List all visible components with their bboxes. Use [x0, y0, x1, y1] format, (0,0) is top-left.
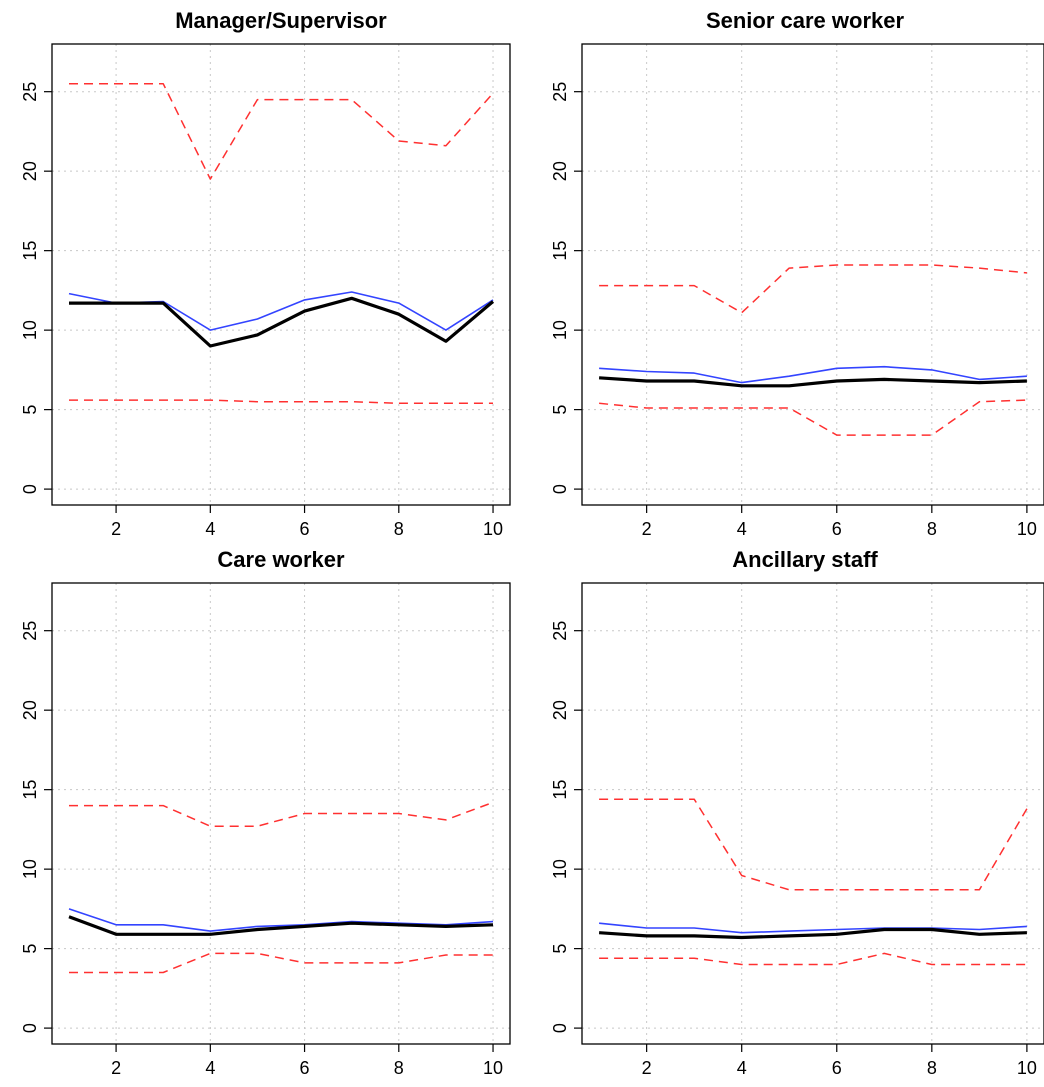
y-tick-label: 0 — [550, 484, 570, 494]
y-tick-label: 25 — [20, 82, 40, 102]
y-tick-label: 15 — [20, 241, 40, 261]
y-tick-label: 15 — [550, 241, 570, 261]
series-line-2 — [69, 399, 493, 405]
plot-frame — [51, 582, 511, 1045]
y-tick-label: 10 — [20, 859, 40, 879]
y-tick-label: 20 — [550, 700, 570, 720]
series-line-1 — [69, 82, 494, 180]
x-tick-label: 4 — [737, 519, 747, 539]
y-tick-label: 0 — [20, 1023, 40, 1033]
plot-frame — [51, 43, 511, 506]
plot-frame — [581, 582, 1044, 1045]
y-tick-label: 10 — [550, 320, 570, 340]
series-line-2 — [599, 952, 1027, 966]
y-tick-label: 25 — [550, 621, 570, 641]
y-tick-label: 5 — [550, 405, 570, 415]
x-tick-label: 10 — [483, 1058, 503, 1078]
y-tick-label: 25 — [550, 82, 570, 102]
y-tick-label: 5 — [20, 405, 40, 415]
series-line-3 — [599, 365, 1027, 384]
series-line-2 — [69, 952, 493, 974]
panel-title: Manager/Supervisor — [175, 8, 387, 33]
series-line-1 — [69, 801, 494, 827]
y-tick-label: 10 — [550, 859, 570, 879]
x-tick-label: 6 — [300, 1058, 310, 1078]
x-tick-label: 8 — [394, 1058, 404, 1078]
chart-panel-3: 2 4 6 8 10 0 5 10 15 20 25 Care worker — [20, 547, 511, 1078]
y-tick-label: 20 — [20, 700, 40, 720]
x-tick-label: 10 — [1017, 1058, 1037, 1078]
panel-title: Ancillary staff — [732, 547, 878, 572]
series-line-1 — [599, 798, 1028, 891]
series-line-1 — [599, 264, 1027, 314]
series-line-2 — [599, 399, 1027, 436]
plot-frame — [581, 43, 1044, 506]
y-tick-label: 0 — [550, 1023, 570, 1033]
y-tick-label: 15 — [20, 780, 40, 800]
x-tick-label: 4 — [205, 1058, 215, 1078]
x-tick-label: 6 — [832, 519, 842, 539]
y-tick-label: 15 — [550, 780, 570, 800]
x-tick-label: 8 — [927, 1058, 937, 1078]
y-tick-label: 25 — [20, 621, 40, 641]
x-tick-label: 6 — [832, 1058, 842, 1078]
x-tick-label: 10 — [483, 519, 503, 539]
y-tick-label: 20 — [550, 161, 570, 181]
series-line-4 — [598, 376, 1027, 388]
y-tick-label: 5 — [550, 944, 570, 954]
x-tick-label: 2 — [642, 519, 652, 539]
chart-panel-2: 2 4 6 8 10 0 5 10 15 20 25 Senior care worker — [550, 8, 1044, 539]
series-line-4 — [598, 927, 1027, 940]
x-tick-label: 8 — [927, 519, 937, 539]
y-tick-label: 10 — [20, 320, 40, 340]
series-line-4 — [68, 915, 494, 936]
y-tick-label: 0 — [20, 484, 40, 494]
y-tick-label: 5 — [20, 944, 40, 954]
x-tick-label: 8 — [394, 519, 404, 539]
x-tick-label: 4 — [737, 1058, 747, 1078]
series-line-4 — [69, 296, 495, 348]
series-line-3 — [599, 922, 1027, 934]
x-tick-label: 4 — [205, 519, 215, 539]
x-tick-label: 2 — [111, 519, 121, 539]
x-tick-label: 10 — [1017, 519, 1037, 539]
x-tick-label: 6 — [300, 519, 310, 539]
chart-panel-1: 2 4 6 8 10 0 5 10 15 20 25 Manager/Supervisor — [20, 8, 511, 539]
y-tick-label: 20 — [20, 161, 40, 181]
chart-panel-4: 2 4 6 8 10 0 5 10 15 20 25 Ancillary staff — [550, 547, 1044, 1078]
panel-title: Senior care worker — [706, 8, 905, 33]
panel-title: Care worker — [217, 547, 345, 572]
x-tick-label: 2 — [111, 1058, 121, 1078]
x-tick-label: 2 — [642, 1058, 652, 1078]
